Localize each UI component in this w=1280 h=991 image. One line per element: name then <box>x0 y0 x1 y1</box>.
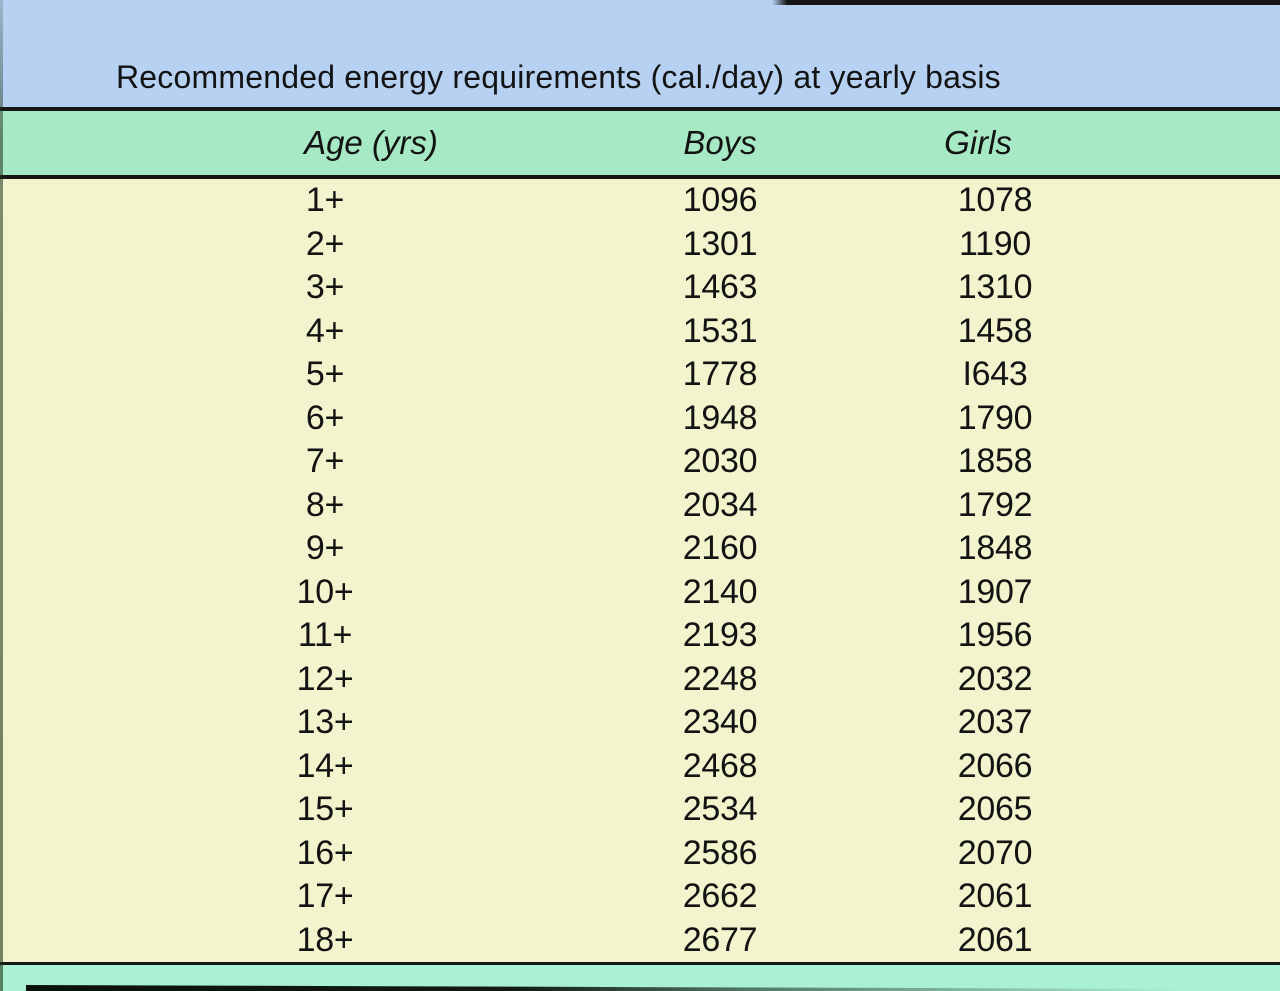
boys-cell: 2534 <box>682 790 758 829</box>
boys-cell: 1531 <box>682 311 758 350</box>
girls-cell: 1190 <box>959 224 1031 263</box>
girls-cell: 1956 <box>957 616 1033 655</box>
table-title: Recommended energy requirements (cal./da… <box>116 59 1001 95</box>
girls-cell: 2066 <box>957 746 1033 785</box>
age-cell: 11+ <box>297 616 353 655</box>
column-header-age: Age (yrs) <box>304 124 438 161</box>
boys-cell: 2160 <box>682 529 758 568</box>
age-cell: 2+ <box>305 224 345 263</box>
age-cell: 6+ <box>305 398 345 437</box>
boys-cell: 2140 <box>682 572 758 611</box>
boys-cell: 2248 <box>682 659 758 698</box>
table-row: 18+ 2677 2061 <box>0 919 1280 963</box>
age-cell: 5+ <box>305 355 345 394</box>
boys-cell: 1096 <box>682 181 758 220</box>
age-cell: 16+ <box>296 833 354 872</box>
boys-cell: 2468 <box>682 746 758 785</box>
table-row: 11+ 2193 1956 <box>0 614 1280 658</box>
table-row: 16+ 2586 2070 <box>0 832 1280 876</box>
girls-cell: 1310 <box>957 268 1033 307</box>
table-row: 1+ 1096 1078 <box>0 179 1280 223</box>
horizontal-rule-top <box>0 107 1280 111</box>
girls-cell: 2061 <box>957 920 1033 959</box>
girls-cell: 1458 <box>957 311 1033 350</box>
age-cell: 3+ <box>305 268 345 307</box>
age-cell: 18+ <box>296 920 354 959</box>
girls-cell: 1907 <box>957 572 1033 611</box>
horizontal-rule-under-header <box>0 175 1280 179</box>
table-row: 10+ 2140 1907 <box>0 571 1280 615</box>
table-row: 2+ 1301 1190 <box>0 223 1280 267</box>
age-cell: 17+ <box>296 877 354 916</box>
girls-cell: 2061 <box>957 877 1033 916</box>
girls-cell: 2037 <box>957 703 1033 742</box>
column-header-girls: Girls <box>944 124 1012 161</box>
girls-cell: 1078 <box>957 181 1033 220</box>
boys-cell: 2340 <box>682 703 758 742</box>
scan-artifact-bottom-wedge <box>26 985 1186 991</box>
table-row: 7+ 2030 1858 <box>0 440 1280 484</box>
scan-artifact-left-edge <box>0 0 3 991</box>
table-body: 1+ 1096 1078 2+ 1301 1190 3+ 1463 1310 4… <box>0 179 1280 962</box>
age-cell: 9+ <box>305 529 345 568</box>
girls-cell: 1848 <box>957 529 1033 568</box>
age-cell: 8+ <box>305 485 345 524</box>
scan-artifact-top-strip <box>772 0 1280 5</box>
column-header-boys: Boys <box>683 124 757 161</box>
boys-cell: 2586 <box>682 833 758 872</box>
boys-cell: 1948 <box>682 398 758 437</box>
table-row: 4+ 1531 1458 <box>0 310 1280 354</box>
table-row: 13+ 2340 2037 <box>0 701 1280 745</box>
table-header-row: Age (yrs) Boys Girls <box>0 111 1280 175</box>
boys-cell: 2193 <box>682 616 758 655</box>
age-cell: 12+ <box>296 659 354 698</box>
boys-cell: 2662 <box>682 877 758 916</box>
boys-cell: 2030 <box>682 442 758 481</box>
table-row: 6+ 1948 1790 <box>0 397 1280 441</box>
boys-cell: 2677 <box>682 920 758 959</box>
table-row: 8+ 2034 1792 <box>0 484 1280 528</box>
table-row: 5+ 1778 I643 <box>0 353 1280 397</box>
table-row: 17+ 2662 2061 <box>0 875 1280 919</box>
age-cell: 13+ <box>296 703 354 742</box>
age-cell: 10+ <box>296 572 354 611</box>
boys-cell: 2034 <box>682 485 758 524</box>
table-row: 3+ 1463 1310 <box>0 266 1280 310</box>
boys-cell: 1301 <box>682 224 758 263</box>
boys-cell: 1778 <box>682 355 758 394</box>
age-cell: 14+ <box>296 746 354 785</box>
girls-cell: 1790 <box>957 398 1033 437</box>
boys-cell: 1463 <box>682 268 758 307</box>
table-row: 9+ 2160 1848 <box>0 527 1280 571</box>
girls-cell: 1858 <box>957 442 1033 481</box>
girls-cell: I643 <box>962 355 1028 394</box>
horizontal-rule-bottom <box>0 962 1280 965</box>
table-row: 15+ 2534 2065 <box>0 788 1280 832</box>
age-cell: 15+ <box>296 790 354 829</box>
age-cell: 1+ <box>305 181 345 220</box>
girls-cell: 2070 <box>957 833 1033 872</box>
girls-cell: 1792 <box>957 485 1033 524</box>
age-cell: 4+ <box>305 311 345 350</box>
title-band: Recommended energy requirements (cal./da… <box>0 0 1280 107</box>
table-row: 12+ 2248 2032 <box>0 658 1280 702</box>
age-cell: 7+ <box>305 442 345 481</box>
girls-cell: 2065 <box>957 790 1033 829</box>
girls-cell: 2032 <box>957 659 1033 698</box>
table-row: 14+ 2468 2066 <box>0 745 1280 789</box>
